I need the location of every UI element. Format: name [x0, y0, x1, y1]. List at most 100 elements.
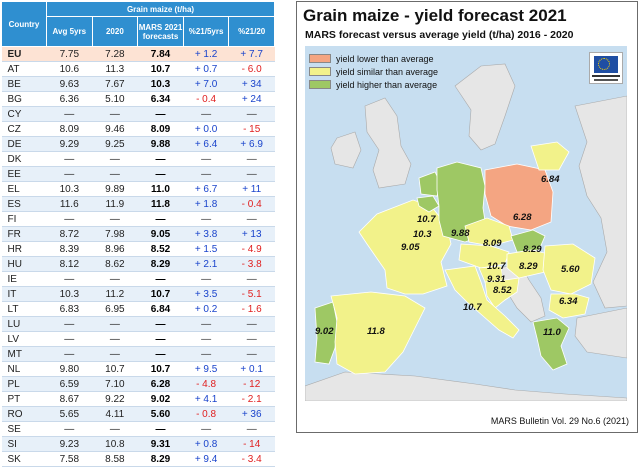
map-source: MARS Bulletin Vol. 29 No.6 (2021): [490, 416, 629, 426]
cell-country: PT: [1, 391, 47, 407]
cell-2020: —: [92, 211, 138, 227]
label-greece: 11.0: [543, 327, 562, 338]
cell-pct-5yrs: - 0.8: [183, 406, 229, 422]
cell-pct-5yrs: —: [183, 346, 229, 362]
cell-country: CY: [1, 106, 47, 122]
cell-pct-5yrs: + 0.8: [183, 436, 229, 452]
cell-forecast: —: [137, 151, 184, 167]
col-pct-21-20: %21/20: [228, 16, 275, 47]
cell-forecast: 9.02: [137, 391, 184, 407]
table-row: SE — — — — —: [1, 421, 275, 437]
cell-pct-5yrs: + 6.7: [183, 181, 229, 197]
cell-forecast: —: [137, 271, 184, 287]
logo-text-line: [592, 75, 620, 77]
col-2020: 2020: [91, 16, 139, 47]
country-header: Country: [1, 1, 47, 47]
region-croatia: [484, 277, 520, 309]
table-body: EU 7.75 7.28 7.84 + 1.2 + 7.7 AT 10.6 11.3 10.7 + …: [1, 46, 275, 467]
table-row: MT — — — — —: [1, 346, 275, 362]
legend-item-similar: yield similar than average: [309, 65, 438, 78]
cell-avg-5yrs: 8.39: [46, 241, 93, 257]
cell-country: RO: [1, 406, 47, 422]
cell-avg-5yrs: 8.72: [46, 226, 93, 242]
legend-label-lower: yield lower than average: [336, 53, 434, 64]
region-italy: [444, 265, 520, 339]
cell-avg-5yrs: 6.83: [46, 301, 93, 317]
cell-avg-5yrs: 10.6: [46, 61, 93, 77]
cell-country: DK: [1, 151, 47, 167]
land-ireland: [330, 131, 362, 169]
cell-pct-2020: + 0.1: [228, 361, 275, 377]
legend-swatch-higher: [309, 80, 331, 89]
cell-2020: —: [92, 151, 138, 167]
legend-item-lower: yield lower than average: [309, 52, 438, 65]
label-romania: 5.60: [561, 264, 580, 275]
cell-forecast: —: [137, 421, 184, 437]
cell-2020: 5.10: [92, 91, 138, 107]
cell-avg-5yrs: 9.23: [46, 436, 93, 452]
cell-pct-2020: - 2.1: [228, 391, 275, 407]
cell-pct-5yrs: —: [183, 271, 229, 287]
cell-pct-5yrs: - 4.8: [183, 376, 229, 392]
cell-pct-2020: —: [228, 106, 275, 122]
cell-pct-2020: - 0.4: [228, 196, 275, 212]
map-legend: yield lower than average yield similar t…: [309, 52, 438, 91]
table-row: DK — — — — —: [1, 151, 275, 167]
map-title: Grain maize - yield forecast 2021: [303, 6, 567, 25]
cell-forecast: 11.0: [137, 181, 184, 197]
cell-avg-5yrs: 9.80: [46, 361, 93, 377]
label-germany: 9.88: [451, 228, 470, 239]
land-uk: [364, 97, 412, 189]
cell-2020: 9.22: [92, 391, 138, 407]
cell-2020: —: [92, 106, 138, 122]
cell-pct-2020: —: [228, 331, 275, 347]
cell-2020: —: [92, 346, 138, 362]
cell-2020: 8.62: [92, 256, 138, 272]
cell-pct-2020: - 3.8: [228, 256, 275, 272]
land-africa: [305, 371, 627, 401]
cell-pct-2020: —: [228, 271, 275, 287]
cell-2020: 11.2: [92, 286, 138, 302]
cell-pct-5yrs: + 4.1: [183, 391, 229, 407]
cell-avg-5yrs: 7.58: [46, 451, 93, 467]
cell-forecast: 11.8: [137, 196, 184, 212]
cell-pct-5yrs: + 1.5: [183, 241, 229, 257]
cell-country: CZ: [1, 121, 47, 137]
cell-pct-2020: + 24: [228, 91, 275, 107]
label-slovakia: 8.29: [523, 244, 542, 255]
regions: [314, 141, 596, 375]
cell-pct-5yrs: - 0.4: [183, 91, 229, 107]
cell-pct-2020: - 15: [228, 121, 275, 137]
cell-2020: —: [92, 331, 138, 347]
cell-pct-2020: - 4.9: [228, 241, 275, 257]
cell-pct-2020: —: [228, 316, 275, 332]
cell-avg-5yrs: 6.59: [46, 376, 93, 392]
cell-avg-5yrs: —: [46, 316, 93, 332]
cell-country: BG: [1, 91, 47, 107]
cell-2020: 9.46: [92, 121, 138, 137]
cell-avg-5yrs: —: [46, 211, 93, 227]
background-land: [305, 63, 627, 401]
logo-text-line-2: [594, 79, 618, 81]
cell-2020: 11.9: [92, 196, 138, 212]
col-mars-2021: MARS 2021 forecasts: [137, 16, 184, 47]
table-row: SI 9.23 10.8 9.31 + 0.8- 14: [1, 436, 275, 452]
cell-forecast: 6.28: [137, 376, 184, 392]
table-row: PL 6.59 7.10 6.28- 4.8- 12: [1, 376, 275, 392]
cell-country: SE: [1, 421, 47, 437]
cell-pct-2020: + 34: [228, 76, 275, 92]
cell-forecast: —: [137, 346, 184, 362]
europe-map: 9.02 11.8 9.05 10.3 10.7 9.88 6.28 6.84 …: [305, 63, 627, 401]
region-belgium: [416, 195, 440, 213]
label-italy: 10.7: [463, 302, 482, 313]
region-spain: [330, 291, 426, 375]
cell-forecast: 9.88: [137, 136, 184, 152]
cell-avg-5yrs: —: [46, 271, 93, 287]
cell-country: NL: [1, 361, 47, 377]
label-spain: 11.8: [367, 326, 386, 337]
label-hungary: 8.29: [519, 261, 538, 272]
cell-forecast: —: [137, 166, 184, 182]
cell-forecast: —: [137, 211, 184, 227]
cell-forecast: 10.7: [137, 361, 184, 377]
map-subtitle: MARS forecast versus average yield (t/ha…: [305, 29, 574, 41]
